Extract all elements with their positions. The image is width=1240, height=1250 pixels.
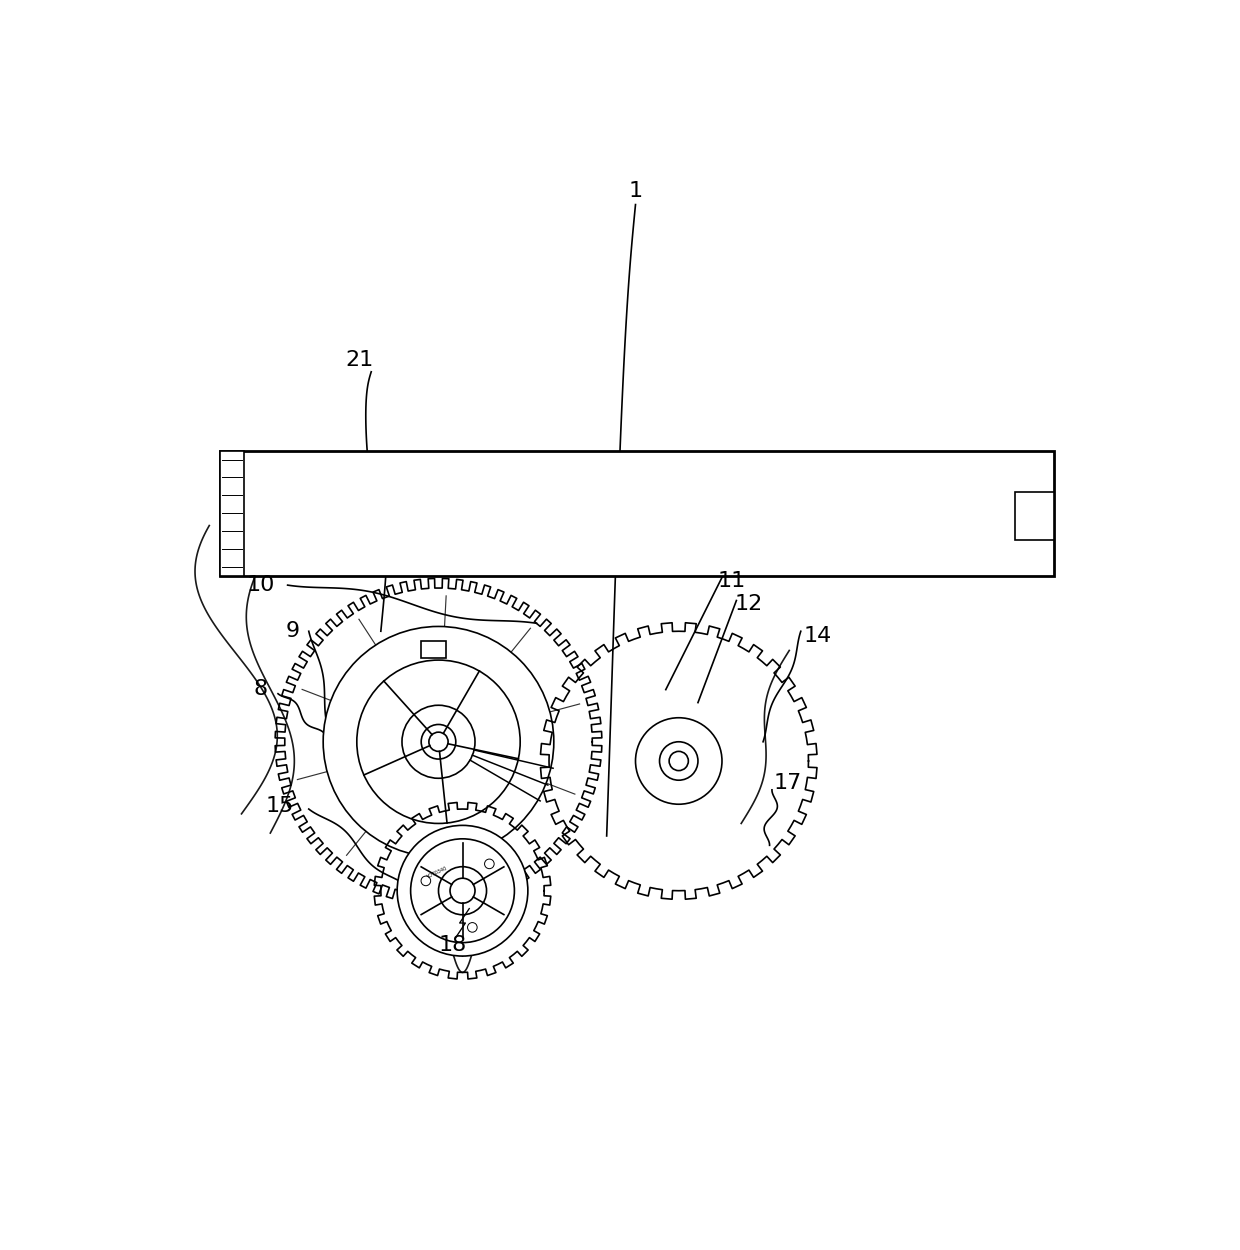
Circle shape [357, 660, 521, 824]
Circle shape [670, 751, 688, 770]
Text: YDT0340: YDT0340 [425, 865, 448, 880]
Circle shape [324, 626, 554, 858]
Text: 9: 9 [285, 621, 300, 641]
Circle shape [402, 705, 475, 779]
Circle shape [429, 732, 448, 751]
Bar [1016, 492, 1054, 540]
Text: 18: 18 [439, 935, 467, 955]
Circle shape [422, 725, 456, 759]
Bar [420, 641, 446, 659]
Circle shape [467, 922, 477, 932]
Circle shape [485, 859, 495, 869]
Circle shape [635, 718, 722, 804]
Circle shape [439, 866, 486, 915]
Text: 12: 12 [735, 594, 763, 614]
Circle shape [422, 876, 430, 886]
Text: 17: 17 [774, 772, 801, 792]
Text: 21: 21 [346, 350, 373, 370]
Bar [221, 450, 1054, 575]
Text: 10: 10 [247, 575, 275, 595]
Text: 1: 1 [629, 181, 642, 201]
Circle shape [660, 741, 698, 780]
Text: 11: 11 [718, 571, 745, 591]
Circle shape [397, 825, 528, 956]
Bar [221, 450, 244, 575]
Text: 8: 8 [254, 679, 268, 699]
Circle shape [450, 879, 475, 904]
Text: 14: 14 [804, 626, 832, 646]
Circle shape [410, 839, 515, 942]
Text: 15: 15 [265, 796, 294, 816]
